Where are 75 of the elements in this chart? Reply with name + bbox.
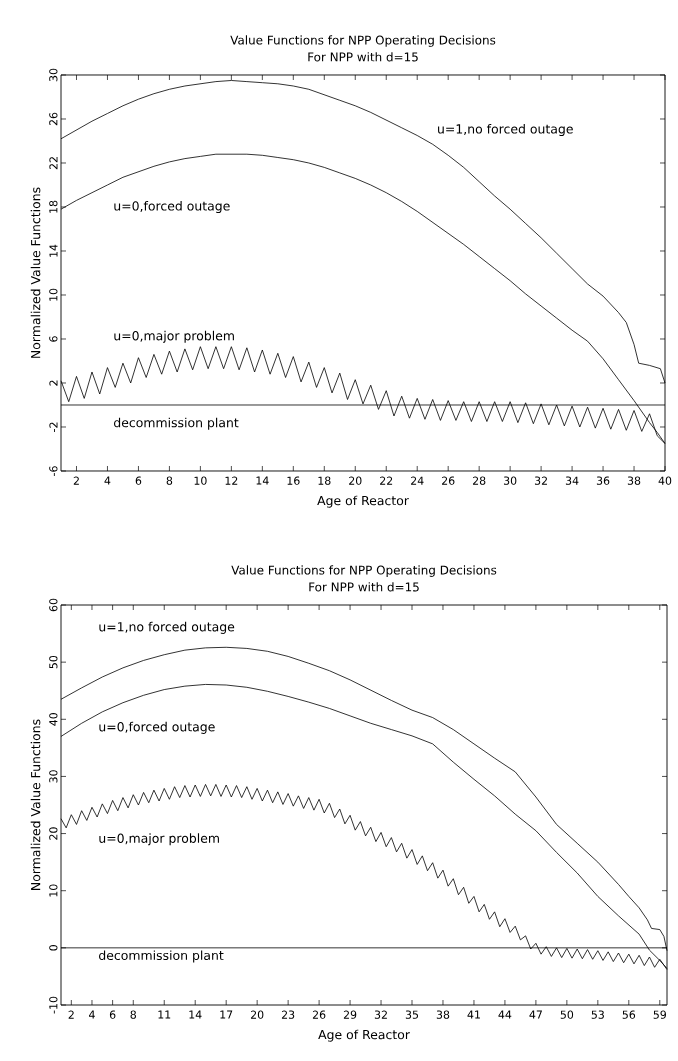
x-tick-label: 26	[442, 476, 455, 485]
series-label: u=0,forced outage	[114, 200, 230, 214]
y-axis-title: Normalized Value Functions	[30, 719, 41, 890]
x-tick-label: 2	[73, 476, 79, 485]
y-tick-label: -2	[49, 422, 58, 432]
x-tick-label: 38	[627, 476, 641, 485]
series-label: u=1,no forced outage	[438, 123, 573, 137]
x-tick-label: 22	[380, 476, 393, 485]
x-tick-label: 17	[220, 1010, 233, 1019]
x-tick-label: 32	[374, 1010, 387, 1019]
x-tick-label: 24	[411, 476, 424, 485]
x-tick-label: 8	[166, 476, 173, 485]
x-tick-label: 26	[312, 1010, 326, 1019]
x-tick-label: 6	[135, 476, 142, 485]
x-tick-label: 32	[534, 476, 547, 485]
x-tick-label: 30	[503, 476, 517, 485]
x-tick-label: 20	[349, 476, 362, 485]
chart-title: Value Functions for NPP Operating Decisions	[231, 565, 497, 577]
y-tick-label: 60	[49, 598, 58, 612]
x-tick-label: 53	[591, 1010, 604, 1019]
chart-subtitle: For NPP with d=15	[309, 582, 419, 592]
x-tick-label: 23	[281, 1010, 295, 1019]
y-tick-label: 20	[49, 827, 58, 840]
y-tick-label: 30	[49, 68, 58, 82]
y-tick-label: 22	[49, 157, 58, 170]
y-axis-title: Normalized Value Functions	[30, 187, 41, 358]
x-tick-label: 8	[130, 1010, 136, 1019]
x-tick-label: 4	[89, 1010, 95, 1019]
x-axis-title: Age of Reactor	[318, 1029, 410, 1042]
x-tick-label: 18	[318, 476, 331, 485]
x-tick-label: 59	[653, 1010, 666, 1019]
x-tick-label: 44	[498, 1010, 512, 1019]
x-tick-label: 6	[109, 1010, 116, 1019]
x-tick-label: 38	[436, 1010, 450, 1019]
y-tick-label: 18	[49, 200, 58, 213]
y-tick-label: 2	[49, 380, 58, 386]
series-label: u=0,major problem	[114, 330, 234, 343]
x-tick-label: 10	[194, 476, 207, 485]
x-axis-title: Age of Reactor	[317, 495, 409, 508]
x-tick-label: 35	[405, 1010, 419, 1019]
x-tick-label: 29	[343, 1010, 357, 1019]
x-tick-label: 4	[104, 476, 111, 485]
x-tick-label: 34	[565, 476, 579, 485]
y-tick-label: 10	[49, 288, 58, 301]
chart-subtitle: For NPP with d=15	[308, 52, 418, 62]
x-tick-label: 28	[472, 476, 486, 485]
y-tick-label: 40	[49, 713, 58, 726]
x-tick-label: 2	[68, 1010, 74, 1019]
x-tick-label: 56	[622, 1010, 636, 1019]
y-tick-label: 6	[49, 336, 58, 342]
y-tick-label: 50	[49, 655, 58, 669]
y-tick-label: -6	[49, 466, 58, 476]
chart-title: Value Functions for NPP Operating Decisions	[230, 35, 496, 47]
x-tick-label: 40	[658, 476, 672, 485]
x-tick-label: 36	[596, 476, 610, 485]
legend-label: u=1,no forced outage	[99, 621, 235, 634]
x-tick-label: 20	[250, 1010, 264, 1019]
series-label: u=0,major problem	[99, 833, 219, 846]
series-label: decommission plant	[113, 417, 239, 430]
series-label: decommission plant	[99, 950, 224, 963]
series-label: u=0,forced outage	[99, 721, 215, 734]
y-tick-label: 14	[49, 244, 58, 257]
x-tick-label: 47	[529, 1010, 542, 1019]
y-tick-label: 30	[49, 770, 58, 783]
x-tick-label: 12	[225, 476, 238, 485]
y-tick-label: 0	[49, 945, 58, 951]
x-tick-label: 16	[287, 476, 300, 485]
x-tick-label: 14	[256, 476, 269, 485]
y-tick-label: -10	[49, 996, 58, 1014]
x-tick-label: 11	[158, 1010, 171, 1019]
x-tick-label: 50	[560, 1010, 574, 1019]
y-tick-label: 10	[49, 884, 58, 897]
y-tick-label: 26	[49, 112, 58, 126]
x-tick-label: 14	[189, 1010, 202, 1019]
x-tick-label: 41	[467, 1010, 480, 1019]
